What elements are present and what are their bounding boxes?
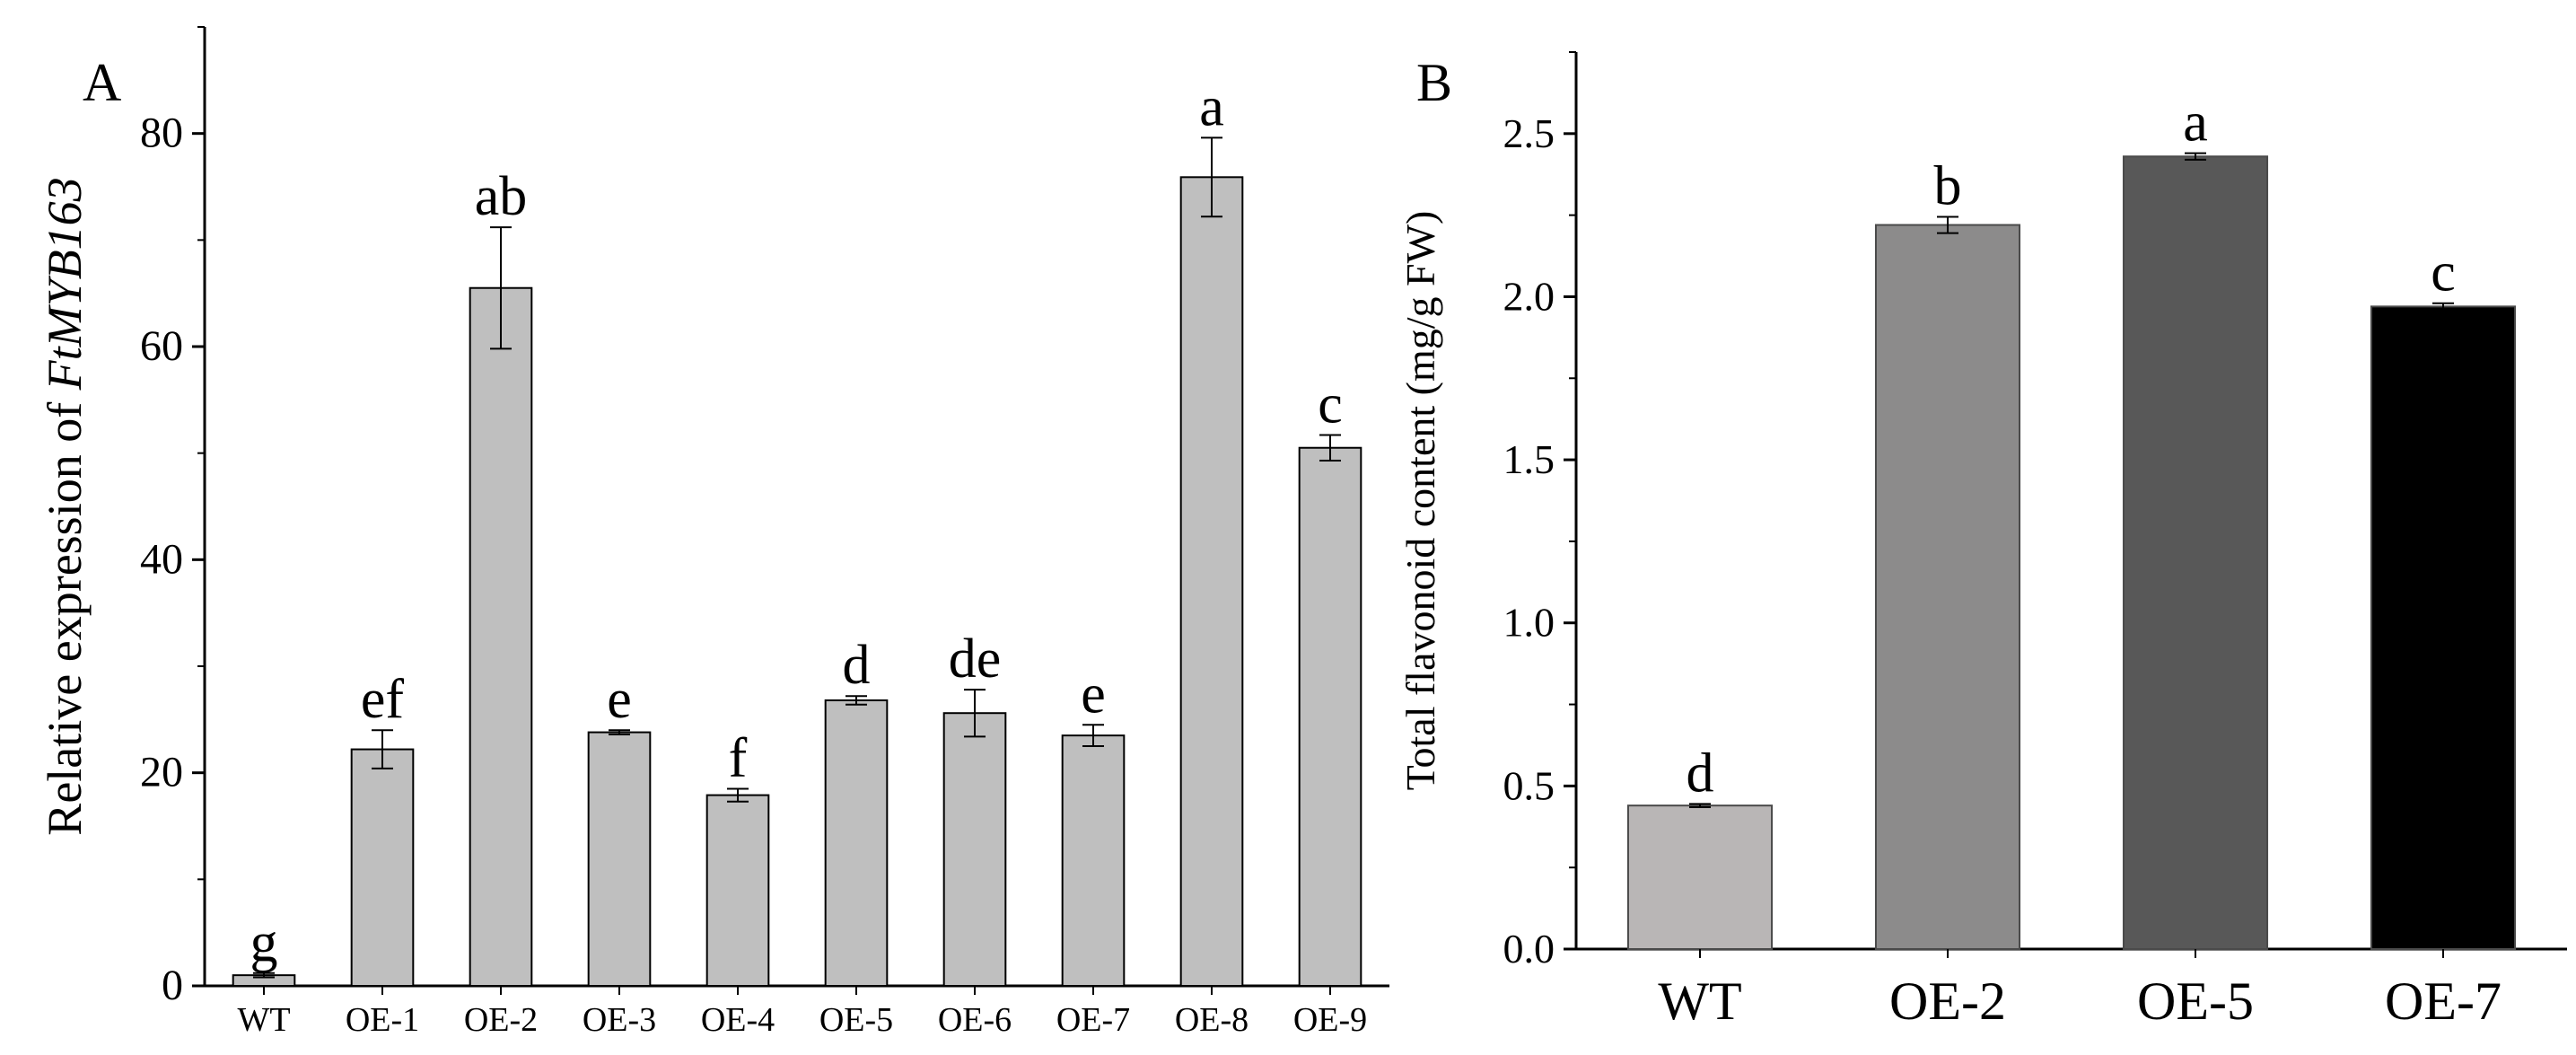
y-tick-label: 2.5 xyxy=(1503,110,1555,156)
x-tick-label: WT xyxy=(1658,971,1741,1031)
significance-letter: a xyxy=(2183,92,2208,154)
bar xyxy=(705,794,770,987)
significance-letter: f xyxy=(729,727,748,788)
bar xyxy=(942,712,1007,987)
x-tick-label: OE-3 xyxy=(583,1001,656,1039)
x-tick-label: OE-2 xyxy=(1889,971,2006,1031)
y-tick-label: 20 xyxy=(140,749,183,796)
significance-letter: b xyxy=(1934,155,1962,216)
y-tick-label: 0.5 xyxy=(1503,762,1555,808)
y-axis-label-text: Relative expression of xyxy=(38,390,92,835)
bar xyxy=(587,731,652,987)
y-tick-label: 0.0 xyxy=(1503,926,1555,971)
y-axis-label: Relative expression of FtMYB163 xyxy=(38,177,92,835)
y-tick-label: 80 xyxy=(140,110,183,157)
significance-letter: e xyxy=(1081,664,1106,725)
significance-letter: e xyxy=(607,669,632,730)
y-axis-label: Total flavonoid content (mg/g FW) xyxy=(1398,211,1443,791)
x-tick-label: OE-5 xyxy=(819,1001,893,1039)
significance-letter: d xyxy=(1687,743,1714,804)
significance-letter: ab xyxy=(475,166,528,227)
significance-letter: c xyxy=(2431,242,2456,303)
bar xyxy=(824,699,889,987)
x-tick-label: OE-1 xyxy=(346,1001,419,1039)
significance-letter: g xyxy=(250,912,278,973)
x-tick-label: OE-2 xyxy=(464,1001,538,1039)
y-tick-label: 1.0 xyxy=(1503,600,1555,646)
bar xyxy=(1298,446,1362,987)
significance-letter: a xyxy=(1199,76,1224,137)
panel-a-chart: A 0 20 40 60 80 g WT ef OE-1 ab OE-2 e OE-3 f OE-4 d OE-… xyxy=(38,26,1389,1039)
x-tick-label: WT xyxy=(237,1001,290,1039)
y-tick-label: 0 xyxy=(162,962,183,1009)
bar xyxy=(1061,734,1126,988)
bar xyxy=(1626,804,1774,950)
significance-letter: de xyxy=(949,629,1002,690)
x-tick-label: OE-5 xyxy=(2137,971,2254,1031)
x-tick-label: OE-7 xyxy=(2385,971,2502,1031)
y-axis-label-gene: FtMYB163 xyxy=(38,177,92,391)
bar xyxy=(2370,305,2517,950)
panel-b-chart: B 0.0 0.5 1.0 1.5 2.0 2.5 d WT b OE-2 a OE-5 c OE-7 To… xyxy=(1398,51,2567,1031)
panel-a-label: A xyxy=(83,53,121,112)
bar xyxy=(1874,224,2021,950)
significance-letter: d xyxy=(843,635,871,696)
y-tick-label: 60 xyxy=(140,322,183,370)
significance-letter: ef xyxy=(361,669,405,730)
y-tick-label: 40 xyxy=(140,535,183,583)
bar xyxy=(469,286,533,987)
bar xyxy=(350,748,415,987)
bar xyxy=(2122,155,2269,951)
y-tick-label: 1.5 xyxy=(1503,436,1555,482)
panel-b-label: B xyxy=(1416,53,1452,112)
y-tick-label: 2.0 xyxy=(1503,273,1555,319)
x-tick-label: OE-9 xyxy=(1293,1001,1367,1039)
bar xyxy=(1179,176,1244,987)
x-tick-label: OE-8 xyxy=(1175,1001,1249,1039)
x-tick-label: OE-7 xyxy=(1056,1001,1130,1039)
x-tick-label: OE-6 xyxy=(938,1001,1012,1039)
significance-letter: c xyxy=(1318,374,1343,435)
x-tick-label: OE-4 xyxy=(701,1001,775,1039)
